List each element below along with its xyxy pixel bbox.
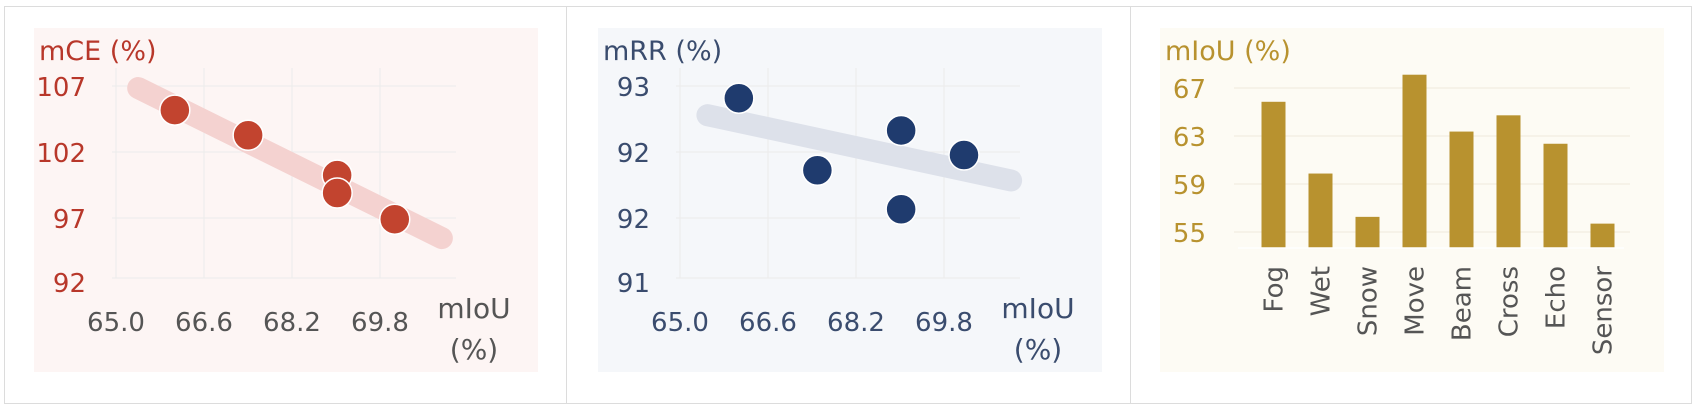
bar [1355,216,1380,248]
x-axis-label-line1: mIoU [437,292,510,325]
y-tick-label: 92 [617,205,650,235]
y-axis-label: mRR (%) [603,36,722,67]
y-tick-label: 92 [53,269,86,299]
y-tick-label: 59 [1173,171,1206,201]
y-tick-labels: 67 63 59 55 [1173,75,1206,249]
y-axis-label: mCE (%) [39,36,157,67]
chart-background [34,28,538,372]
bars [1261,74,1615,249]
miou-bar-chart: mIoU (%) 67 63 59 55 Fog Wet Snow Move Beam Cros… [1160,28,1664,372]
x-tick-labels: 65.0 66.6 68.2 69.8 [87,308,409,338]
bar [1308,173,1333,248]
y-tick-label: 92 [617,139,650,169]
x-tick-labels: 65.0 66.6 68.2 69.8 [651,308,973,338]
x-tick-label: 66.6 [739,308,797,338]
x-tick-label: 65.0 [87,308,145,338]
data-points [159,94,411,235]
y-tick-label: 102 [36,139,86,169]
scatter-point [723,82,755,114]
scatter-point [948,139,980,171]
x-tick-label: 68.2 [263,308,321,338]
y-tick-label: 63 [1173,123,1206,153]
x-tick-label: Sensor [1589,266,1619,355]
x-tick-label: 65.0 [651,308,709,338]
scatter-point [232,119,264,152]
x-axis-label-line2: (%) [450,333,498,366]
y-tick-label: 91 [617,269,650,299]
scatter-point [885,193,917,226]
bar [1543,143,1568,248]
x-tick-label: Fog [1260,266,1290,312]
chart-background [598,28,1102,372]
y-tick-label: 55 [1173,219,1206,249]
scatter-point [885,114,917,147]
bar [1449,131,1474,248]
scatter-point [379,203,411,235]
y-tick-labels: 93 92 92 91 [617,73,650,299]
x-tick-label: 66.6 [175,308,233,338]
data-points [723,82,980,226]
x-tick-label: Wet [1307,266,1337,316]
y-tick-labels: 107 102 97 92 [36,73,86,299]
scatter-point [801,154,834,187]
x-tick-label: 68.2 [827,308,885,338]
y-tick-label: 97 [53,205,86,235]
bar [1402,74,1427,248]
scatter-point [321,177,353,209]
y-tick-label: 107 [36,73,86,103]
x-tick-label: Echo [1542,266,1572,329]
bar [1261,101,1286,249]
panel-divider [1130,6,1131,404]
x-tick-labels: Fog Wet Snow Move Beam Cross Echo Sensor [1260,266,1619,355]
y-axis-label: mIoU (%) [1165,36,1291,67]
mrr-scatter-chart: mRR (%) 93 92 92 91 65.0 66.6 68.2 69.8 mIoU (… [598,28,1102,372]
bar [1590,223,1615,248]
scatter-point [159,94,191,126]
x-tick-label: Cross [1495,266,1525,337]
x-tick-label: 69.8 [351,308,409,338]
x-tick-label: Move [1401,266,1431,336]
x-axis-label-line1: mIoU [1001,292,1074,325]
x-tick-label: Beam [1448,266,1478,341]
figure-frame [4,6,1692,404]
mce-scatter-chart: mCE (%) 107 102 97 92 65.0 66.6 68.2 69.8 mIoU… [34,28,538,372]
y-tick-label: 67 [1173,75,1206,105]
y-tick-label: 93 [617,73,650,103]
bar [1496,115,1521,248]
x-tick-label: Snow [1354,266,1384,336]
x-tick-label: 69.8 [915,308,973,338]
panel-divider [566,6,567,404]
x-axis-label-line2: (%) [1014,333,1062,366]
